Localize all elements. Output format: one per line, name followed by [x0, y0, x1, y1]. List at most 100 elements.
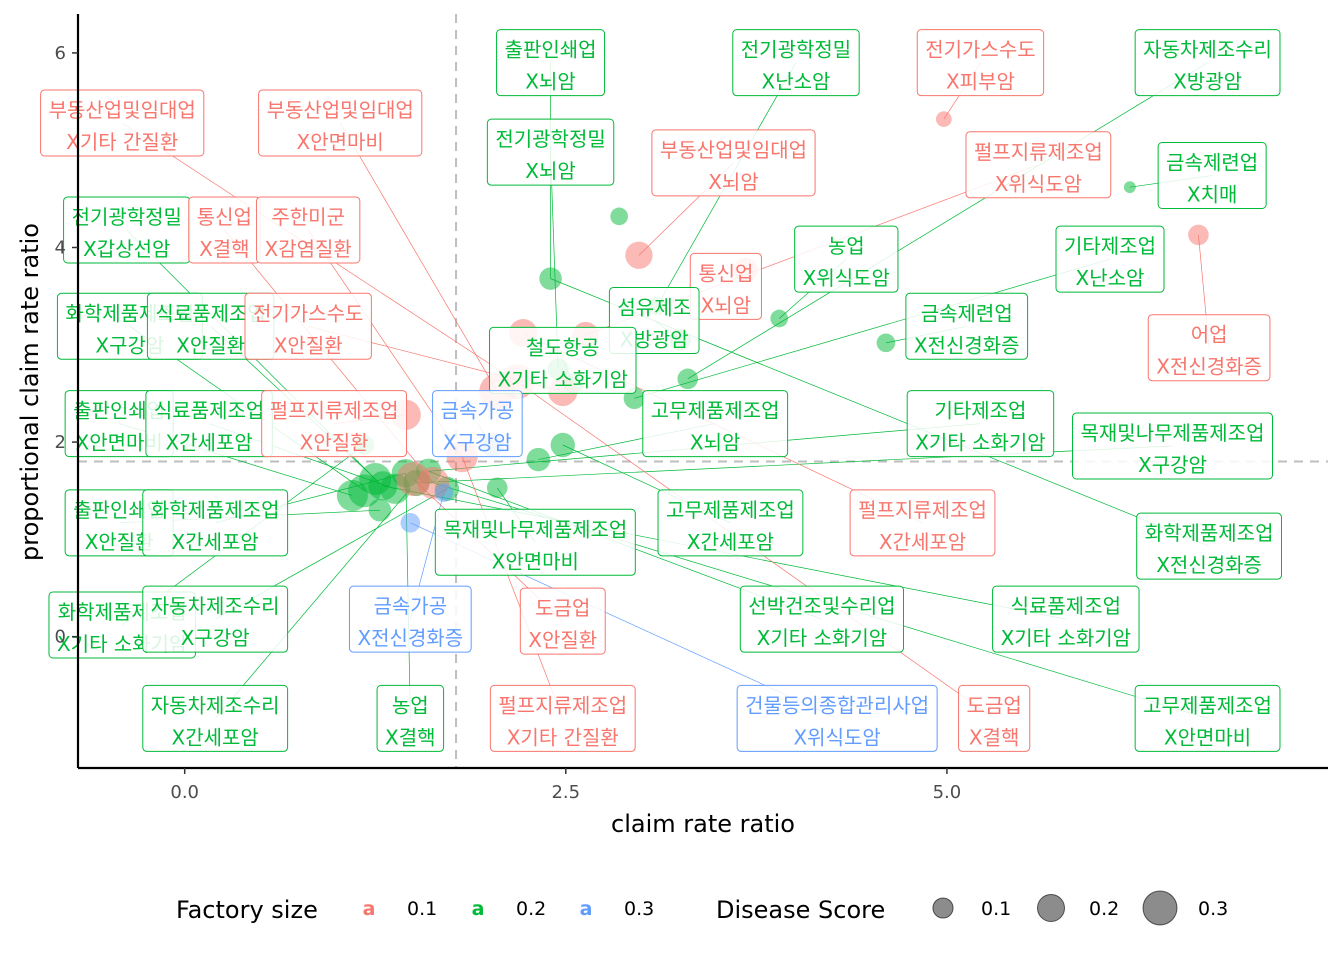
x-tick-label: 0.0 — [170, 782, 199, 803]
point-label: 전기광학정밀 X뇌암 — [486, 118, 615, 186]
point-label-disease: X뇌암 — [690, 431, 741, 455]
point-label: 펄프지류제조업 X기타 간질환 — [489, 684, 636, 752]
point-label-box — [519, 587, 606, 655]
point-label: 도금업 X결핵 — [958, 684, 1031, 752]
point-label: 부동산업및임대업 X뇌암 — [651, 129, 816, 197]
point-label: 기타제조업 X기타 소화기암 — [906, 390, 1055, 458]
data-point — [625, 241, 653, 269]
point-label: 전기가스수도 X피부암 — [916, 29, 1045, 97]
point-label: 철도항공 X기타 소화기암 — [489, 326, 637, 394]
x-tick-label: 2.5 — [551, 782, 580, 803]
point-label-disease: X뇌암 — [525, 70, 576, 94]
point-label-category: 통신업 — [197, 205, 252, 229]
point-label: 펄프지류제조업 X위식도암 — [965, 131, 1112, 199]
data-point — [539, 267, 562, 290]
point-label-disease: X위식도암 — [995, 172, 1082, 196]
point-label-category: 펄프지류제조업 — [270, 399, 399, 423]
point-label-category: 펄프지류제조업 — [858, 498, 987, 522]
point-label-box — [434, 508, 636, 576]
point-label: 통신업 X뇌암 — [689, 252, 762, 320]
data-point — [1188, 224, 1209, 246]
data-point — [526, 447, 551, 472]
point-label: 전기가스수도 X안질환 — [244, 292, 372, 360]
y-tick-label: 0 — [55, 627, 66, 648]
size-legend-label: 0.1 — [981, 898, 1011, 920]
point-label: 도금업 X안질환 — [519, 587, 606, 655]
point-label: 통신업 X결핵 — [188, 196, 261, 264]
point-label-disease: X위식도암 — [803, 266, 890, 290]
point-label-category: 고무제품제조업 — [1143, 693, 1272, 717]
point-label: 목재및나무제품제조업 X안면마비 — [434, 508, 636, 576]
point-label-disease: X안질환 — [300, 431, 369, 455]
point-label-box — [40, 89, 205, 157]
point-label-box — [651, 129, 816, 197]
point-label-category: 고무제품제조업 — [666, 498, 795, 522]
point-label-disease: X안면마비 — [297, 130, 384, 154]
point-label: 농업 X위식도암 — [794, 225, 899, 293]
point-label-disease: X기타 소화기암 — [498, 367, 628, 391]
point-label: 자동차제조수리 X방광암 — [1134, 29, 1281, 97]
point-label-box — [736, 684, 938, 752]
point-label: 전기광학정밀 X갑상선암 — [63, 196, 191, 264]
point-label-category: 금속제련업 — [921, 301, 1013, 325]
point-label-disease: X기타 소화기암 — [1001, 626, 1131, 650]
point-label-category: 어업 — [1191, 323, 1228, 347]
y-tick-label: 6 — [55, 43, 66, 64]
point-label-disease: X결핵 — [199, 237, 250, 261]
point-label-category: 고무제품제조업 — [651, 399, 780, 423]
point-label-category: 펄프지류제조업 — [498, 693, 627, 717]
point-label-disease: X전신경화증 — [914, 333, 1020, 357]
data-point — [677, 368, 699, 390]
point-label-box — [258, 89, 423, 157]
point-label-disease: X간세포암 — [879, 530, 966, 554]
point-label-category: 부동산업및임대업 — [49, 98, 196, 122]
point-label-box — [142, 585, 289, 653]
point-label-category: 화학제품제조업 — [151, 498, 280, 522]
point-label-category: 통신업 — [698, 261, 753, 285]
point-label-category: 농업 — [828, 234, 865, 258]
point-label: 부동산업및임대업 X기타 간질환 — [40, 89, 205, 157]
point-label: 전기광학정밀 X난소암 — [732, 29, 860, 97]
point-label-box — [642, 390, 789, 458]
point-label-category: 금속가공 — [441, 399, 515, 423]
color-legend-label: 0.3 — [624, 898, 654, 920]
point-label-disease: X전신경화증 — [1156, 355, 1262, 379]
point-label-box — [906, 390, 1055, 458]
point-label-box — [1134, 684, 1281, 752]
point-label-category: 금속제련업 — [1166, 151, 1258, 175]
point-label-category: 출판인쇄업 — [505, 38, 597, 62]
point-label: 고무제품제조업 X간세포암 — [657, 489, 804, 557]
point-label-category: 목재및나무제품제조업 — [1081, 421, 1265, 445]
point-label: 식료품제조업 X기타 소화기암 — [992, 585, 1140, 653]
point-label-box — [142, 684, 289, 752]
point-label: 화학제품제조업 X전신경화증 — [1136, 512, 1283, 580]
point-label-category: 식료품제조업 — [154, 399, 264, 423]
point-label-category: 전기광학정밀 — [741, 38, 851, 62]
point-label-disease: X난소암 — [762, 70, 831, 94]
point-label-category: 선박건조및수리업 — [748, 594, 895, 618]
point-label-category: 펄프지류제조업 — [974, 140, 1103, 164]
point-label: 고무제품제조업 X뇌암 — [642, 390, 789, 458]
point-label: 출판인쇄업 X뇌암 — [496, 29, 606, 97]
point-label: 자동차제조수리 X구강암 — [142, 585, 289, 653]
point-label-box — [849, 489, 996, 557]
color-legend-keys: a 0.1 a 0.2 a 0.3 — [363, 898, 655, 920]
y-tick-label: 2 — [55, 432, 66, 453]
point-label-box — [1136, 512, 1283, 580]
point-label: 금속가공 X전신경화증 — [348, 585, 472, 653]
point-label-box — [794, 225, 899, 293]
point-label: 선박건조및수리업 X기타 소화기암 — [739, 585, 905, 653]
leader-line — [461, 456, 564, 719]
color-legend-glyph: a — [580, 898, 593, 920]
point-label: 금속제련업 X치매 — [1157, 142, 1267, 210]
point-label-disease: X안질환 — [85, 530, 154, 554]
data-point — [486, 477, 508, 499]
point-label-disease: X감염질환 — [265, 237, 352, 261]
point-label-disease: X기타 소화기암 — [915, 431, 1045, 455]
data-point — [368, 498, 392, 522]
point-label-disease: X간세포암 — [172, 530, 259, 554]
point-label: 고무제품제조업 X안면마비 — [1134, 684, 1281, 752]
data-point — [770, 309, 789, 328]
point-label-box — [657, 489, 804, 557]
